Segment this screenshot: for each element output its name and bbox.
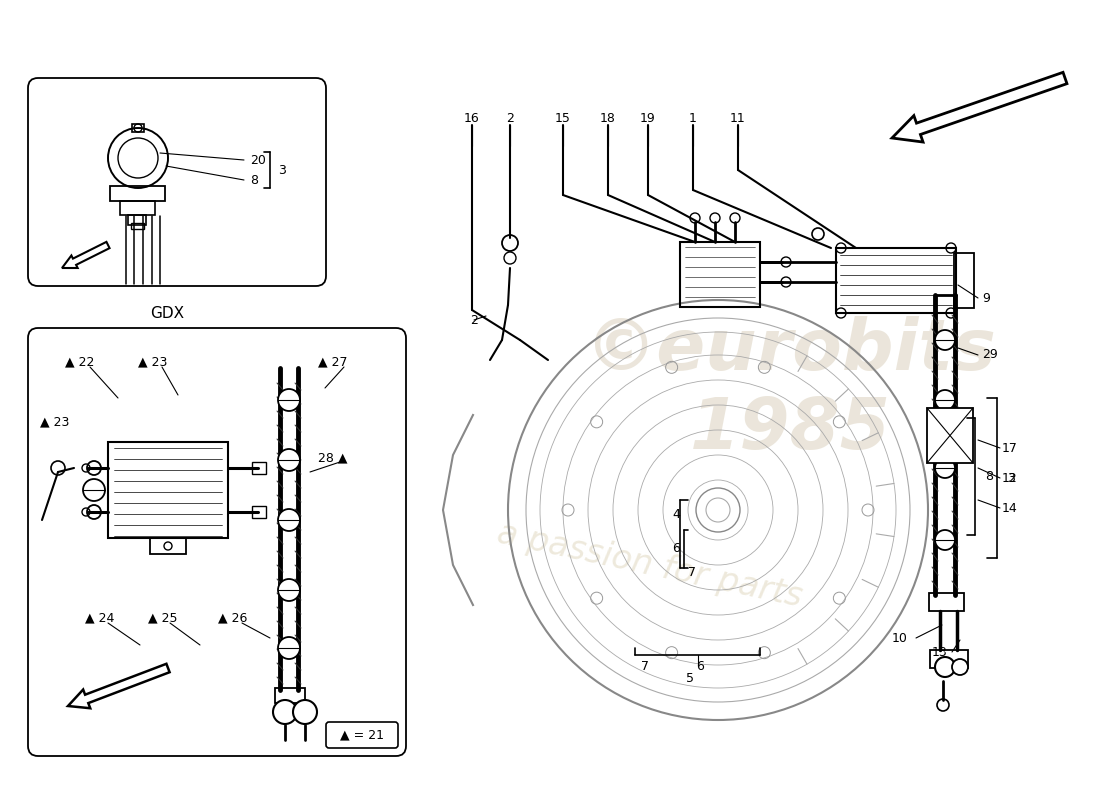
- Text: ▲ 22: ▲ 22: [65, 355, 95, 369]
- Text: 18: 18: [601, 111, 616, 125]
- Polygon shape: [892, 72, 1067, 142]
- Bar: [252, 462, 266, 474]
- Circle shape: [935, 657, 955, 677]
- Bar: [252, 506, 266, 518]
- Bar: [680, 242, 760, 307]
- Text: 7: 7: [641, 659, 649, 673]
- Text: 5: 5: [686, 671, 694, 685]
- Bar: [128, 215, 146, 225]
- Text: 1: 1: [689, 111, 697, 125]
- Text: 6: 6: [696, 659, 704, 673]
- Text: 17: 17: [1002, 442, 1018, 454]
- Text: ▲ 24: ▲ 24: [85, 611, 114, 625]
- Polygon shape: [68, 664, 169, 708]
- Text: 3: 3: [1006, 471, 1015, 485]
- Bar: [132, 124, 144, 132]
- Text: 2: 2: [470, 314, 477, 326]
- Text: 16: 16: [464, 111, 480, 125]
- Bar: [930, 650, 968, 668]
- Text: 28 ▲: 28 ▲: [318, 451, 348, 465]
- Bar: [836, 248, 956, 313]
- Text: 13: 13: [932, 646, 948, 658]
- Text: 8: 8: [250, 174, 258, 186]
- Circle shape: [935, 458, 955, 478]
- Text: 6: 6: [672, 542, 680, 554]
- Circle shape: [278, 579, 300, 601]
- Text: ▲ 27: ▲ 27: [318, 355, 348, 369]
- Text: 12: 12: [1002, 471, 1018, 485]
- Bar: [275, 688, 305, 703]
- Text: 9: 9: [982, 291, 990, 305]
- Text: ▲ 25: ▲ 25: [148, 611, 177, 625]
- Text: 4: 4: [672, 509, 680, 522]
- Circle shape: [273, 700, 297, 724]
- Text: ▲ 26: ▲ 26: [218, 611, 248, 625]
- Bar: [927, 408, 974, 463]
- Circle shape: [952, 659, 968, 675]
- Text: ©eurobits
1985: ©eurobits 1985: [584, 315, 996, 464]
- Text: GDX: GDX: [150, 306, 184, 321]
- Circle shape: [935, 330, 955, 350]
- Bar: [120, 201, 155, 215]
- Text: 2: 2: [506, 111, 514, 125]
- Text: 11: 11: [730, 111, 746, 125]
- Text: 15: 15: [556, 111, 571, 125]
- Bar: [110, 186, 165, 201]
- Circle shape: [278, 449, 300, 471]
- Bar: [150, 538, 186, 554]
- Bar: [930, 593, 964, 611]
- Text: ▲ 23: ▲ 23: [138, 355, 167, 369]
- Text: 20: 20: [250, 154, 266, 166]
- Text: 19: 19: [640, 111, 656, 125]
- Text: ▲ 23: ▲ 23: [40, 415, 69, 429]
- Bar: [131, 223, 144, 229]
- Text: 8: 8: [984, 470, 993, 482]
- Text: 29: 29: [982, 349, 998, 362]
- Text: 10: 10: [892, 631, 907, 645]
- Circle shape: [935, 390, 955, 410]
- Bar: [108, 442, 228, 538]
- Circle shape: [278, 509, 300, 531]
- Bar: [954, 253, 974, 308]
- Circle shape: [935, 530, 955, 550]
- Circle shape: [293, 700, 317, 724]
- Circle shape: [278, 637, 300, 659]
- Circle shape: [278, 389, 300, 411]
- Text: 14: 14: [1002, 502, 1018, 514]
- Text: 7: 7: [688, 566, 696, 578]
- Text: 3: 3: [278, 163, 286, 177]
- Text: ▲ = 21: ▲ = 21: [340, 729, 384, 742]
- Text: a passion for parts: a passion for parts: [494, 517, 805, 614]
- Polygon shape: [62, 242, 110, 268]
